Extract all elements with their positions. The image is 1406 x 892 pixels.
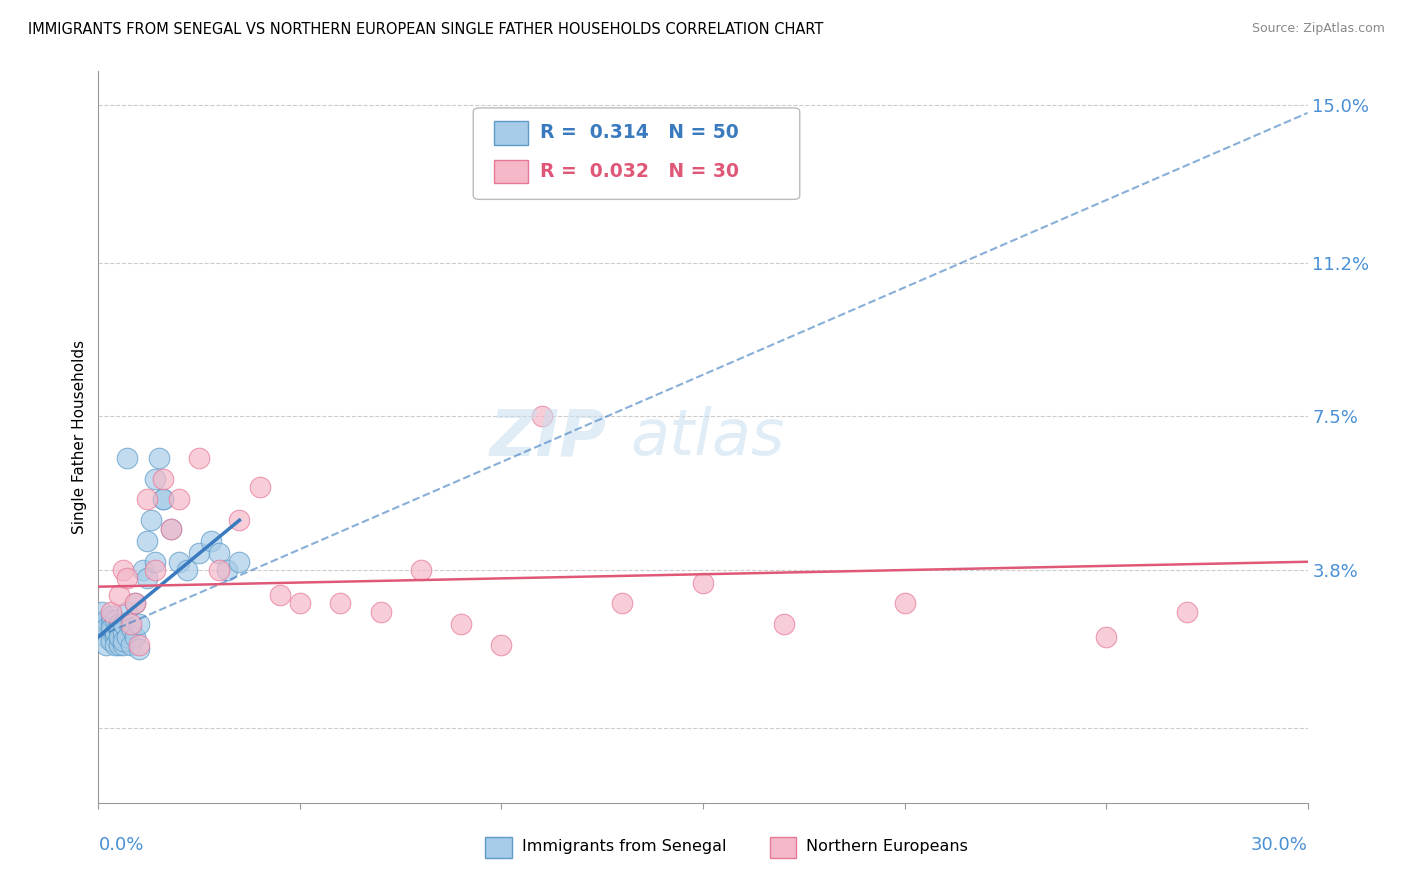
Point bbox=[124, 596, 146, 610]
Text: 0.0%: 0.0% bbox=[98, 836, 143, 854]
Point bbox=[370, 605, 392, 619]
Text: Immigrants from Senegal: Immigrants from Senegal bbox=[522, 839, 725, 855]
Point bbox=[167, 555, 190, 569]
Text: R =  0.314   N = 50: R = 0.314 N = 50 bbox=[540, 122, 738, 142]
Point bbox=[269, 588, 291, 602]
Point bbox=[100, 617, 122, 632]
Point bbox=[103, 630, 125, 644]
Point bbox=[111, 563, 134, 577]
Text: atlas: atlas bbox=[630, 406, 785, 468]
Point bbox=[160, 521, 183, 535]
Text: IMMIGRANTS FROM SENEGAL VS NORTHERN EUROPEAN SINGLE FATHER HOUSEHOLDS CORRELATIO: IMMIGRANTS FROM SENEGAL VS NORTHERN EURO… bbox=[28, 22, 824, 37]
Point bbox=[100, 605, 122, 619]
Point bbox=[115, 630, 138, 644]
Point bbox=[167, 492, 190, 507]
Point bbox=[107, 617, 129, 632]
Text: Source: ZipAtlas.com: Source: ZipAtlas.com bbox=[1251, 22, 1385, 36]
Point bbox=[111, 633, 134, 648]
Point bbox=[217, 563, 239, 577]
Point bbox=[1175, 605, 1198, 619]
Point bbox=[91, 605, 114, 619]
Point bbox=[152, 492, 174, 507]
Point bbox=[107, 588, 129, 602]
Point bbox=[491, 638, 513, 652]
Text: Northern Europeans: Northern Europeans bbox=[806, 839, 967, 855]
Point bbox=[91, 617, 114, 632]
Text: 30.0%: 30.0% bbox=[1251, 836, 1308, 854]
Point bbox=[612, 596, 634, 610]
Point bbox=[208, 546, 231, 560]
Point bbox=[96, 630, 118, 644]
Point bbox=[228, 513, 250, 527]
Point bbox=[143, 563, 166, 577]
Point bbox=[107, 621, 129, 635]
Point bbox=[115, 571, 138, 585]
Point bbox=[288, 596, 311, 610]
Point bbox=[1095, 630, 1118, 644]
Point bbox=[107, 638, 129, 652]
Point bbox=[160, 521, 183, 535]
Point bbox=[692, 575, 714, 590]
Point bbox=[249, 480, 271, 494]
Point bbox=[135, 571, 157, 585]
Point bbox=[152, 472, 174, 486]
Point bbox=[409, 563, 432, 577]
Point bbox=[329, 596, 352, 610]
Point bbox=[128, 638, 150, 652]
Point bbox=[120, 617, 142, 632]
Point bbox=[96, 621, 118, 635]
Point bbox=[152, 492, 174, 507]
Point bbox=[100, 625, 122, 640]
Point bbox=[135, 533, 157, 548]
Point bbox=[450, 617, 472, 632]
Point bbox=[115, 605, 138, 619]
Point bbox=[148, 450, 170, 465]
FancyBboxPatch shape bbox=[769, 838, 796, 858]
Point bbox=[143, 555, 166, 569]
Point bbox=[132, 563, 155, 577]
Point bbox=[100, 621, 122, 635]
FancyBboxPatch shape bbox=[494, 121, 527, 145]
Point bbox=[135, 492, 157, 507]
Point bbox=[893, 596, 915, 610]
Text: ZIP: ZIP bbox=[489, 406, 606, 468]
Point bbox=[111, 617, 134, 632]
Point bbox=[143, 472, 166, 486]
Point bbox=[103, 613, 125, 627]
Point bbox=[200, 533, 222, 548]
Point bbox=[103, 638, 125, 652]
Point bbox=[139, 513, 162, 527]
Point bbox=[128, 642, 150, 657]
Point bbox=[228, 555, 250, 569]
Point bbox=[120, 621, 142, 635]
Point bbox=[107, 630, 129, 644]
Point bbox=[124, 630, 146, 644]
Point bbox=[111, 625, 134, 640]
FancyBboxPatch shape bbox=[474, 108, 800, 200]
Point bbox=[96, 638, 118, 652]
Point bbox=[120, 638, 142, 652]
FancyBboxPatch shape bbox=[494, 160, 527, 183]
Point bbox=[103, 625, 125, 640]
Point bbox=[111, 638, 134, 652]
Y-axis label: Single Father Households: Single Father Households bbox=[72, 340, 87, 534]
Point bbox=[128, 617, 150, 632]
Point bbox=[772, 617, 794, 632]
Point bbox=[530, 409, 553, 424]
Point bbox=[115, 450, 138, 465]
Text: R =  0.032   N = 30: R = 0.032 N = 30 bbox=[540, 162, 738, 181]
Point bbox=[208, 563, 231, 577]
Point bbox=[188, 546, 211, 560]
Point bbox=[124, 596, 146, 610]
FancyBboxPatch shape bbox=[485, 838, 512, 858]
Point bbox=[107, 630, 129, 644]
Point bbox=[100, 633, 122, 648]
Point bbox=[100, 608, 122, 623]
Point bbox=[176, 563, 198, 577]
Point bbox=[96, 613, 118, 627]
Point bbox=[188, 450, 211, 465]
